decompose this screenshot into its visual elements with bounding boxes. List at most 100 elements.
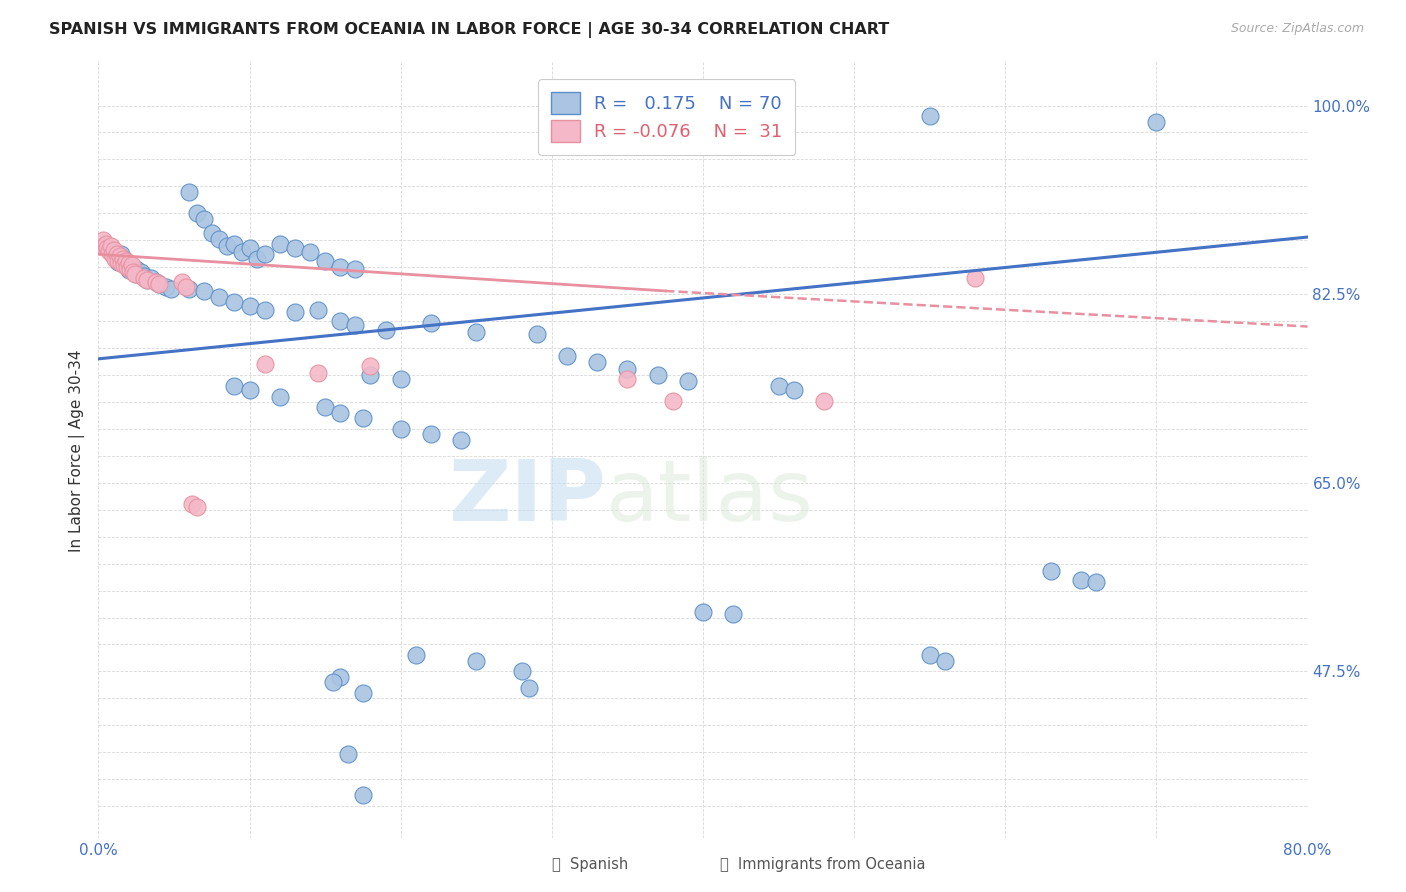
Point	[155, 279, 177, 293]
Point	[94, 238, 117, 252]
Point	[115, 260, 138, 275]
Text: Source: ZipAtlas.com: Source: ZipAtlas.com	[1230, 22, 1364, 36]
Point	[1357, 114, 1379, 128]
Point	[555, 349, 578, 363]
Point	[105, 252, 128, 266]
Point	[344, 262, 367, 277]
Point	[352, 411, 374, 425]
Point	[111, 252, 134, 266]
Point	[676, 375, 699, 389]
Point	[145, 275, 167, 289]
Point	[224, 236, 246, 251]
Point	[100, 238, 122, 252]
Point	[224, 378, 246, 392]
Point	[208, 232, 231, 246]
Point	[322, 675, 344, 690]
Point	[112, 258, 135, 272]
Point	[193, 284, 215, 298]
Point	[586, 355, 609, 369]
Point	[105, 247, 128, 261]
Text: ⬜  Spanish: ⬜ Spanish	[553, 857, 628, 872]
Point	[450, 433, 472, 447]
Point	[616, 372, 638, 386]
Point	[253, 303, 276, 318]
Point	[98, 244, 121, 258]
Point	[145, 275, 167, 289]
Point	[148, 277, 170, 292]
Point	[104, 252, 127, 266]
Point	[307, 366, 329, 380]
Point	[186, 500, 208, 514]
Point	[91, 233, 114, 247]
Point	[141, 271, 163, 285]
Point	[125, 262, 148, 277]
Point	[965, 271, 987, 285]
Point	[1144, 114, 1167, 128]
Point	[314, 253, 336, 268]
Point	[174, 279, 197, 293]
Point	[108, 249, 131, 264]
Point	[135, 273, 157, 287]
Point	[179, 185, 201, 199]
Point	[101, 247, 124, 261]
Point	[118, 258, 141, 272]
Point	[93, 238, 115, 252]
Point	[110, 256, 132, 270]
Point	[284, 305, 307, 319]
Point	[118, 256, 141, 270]
Point	[231, 245, 253, 260]
Point	[329, 314, 352, 328]
Point	[389, 422, 412, 436]
Point	[94, 236, 117, 251]
Point	[420, 427, 443, 442]
Point	[208, 290, 231, 304]
Point	[239, 241, 262, 255]
Point	[246, 252, 269, 266]
Point	[1070, 573, 1092, 587]
Point	[224, 294, 246, 309]
Point	[96, 241, 118, 255]
Point	[170, 275, 193, 289]
Point	[329, 670, 352, 684]
Point	[329, 260, 352, 275]
Point	[122, 264, 145, 278]
Text: ⬜  Immigrants from Oceania: ⬜ Immigrants from Oceania	[720, 857, 925, 872]
Point	[389, 372, 412, 386]
Y-axis label: In Labor Force | Age 30-34: In Labor Force | Age 30-34	[69, 349, 84, 552]
Point	[186, 206, 208, 220]
Point	[239, 299, 262, 313]
Point	[783, 383, 806, 397]
Point	[517, 681, 540, 695]
Point	[768, 378, 790, 392]
Point	[114, 253, 136, 268]
Point	[148, 277, 170, 292]
Point	[616, 361, 638, 376]
Point	[120, 262, 142, 277]
Point	[253, 357, 276, 371]
Point	[374, 323, 396, 337]
Point	[110, 247, 132, 261]
Point	[336, 747, 359, 762]
Point	[661, 393, 683, 408]
Point	[918, 648, 941, 663]
Point	[465, 325, 488, 339]
Point	[405, 648, 427, 663]
Text: ZIP: ZIP	[449, 456, 606, 539]
Point	[179, 282, 201, 296]
Point	[239, 383, 262, 397]
Point	[193, 211, 215, 226]
Point	[1039, 564, 1062, 578]
Point	[813, 393, 835, 408]
Point	[125, 267, 148, 281]
Point	[284, 241, 307, 255]
Point	[299, 245, 322, 260]
Point	[100, 244, 122, 258]
Point	[121, 260, 143, 275]
Point	[465, 654, 488, 668]
Point	[129, 264, 152, 278]
Point	[526, 326, 548, 341]
Point	[510, 665, 533, 679]
Point	[121, 258, 143, 272]
Point	[132, 268, 155, 283]
Point	[253, 247, 276, 261]
